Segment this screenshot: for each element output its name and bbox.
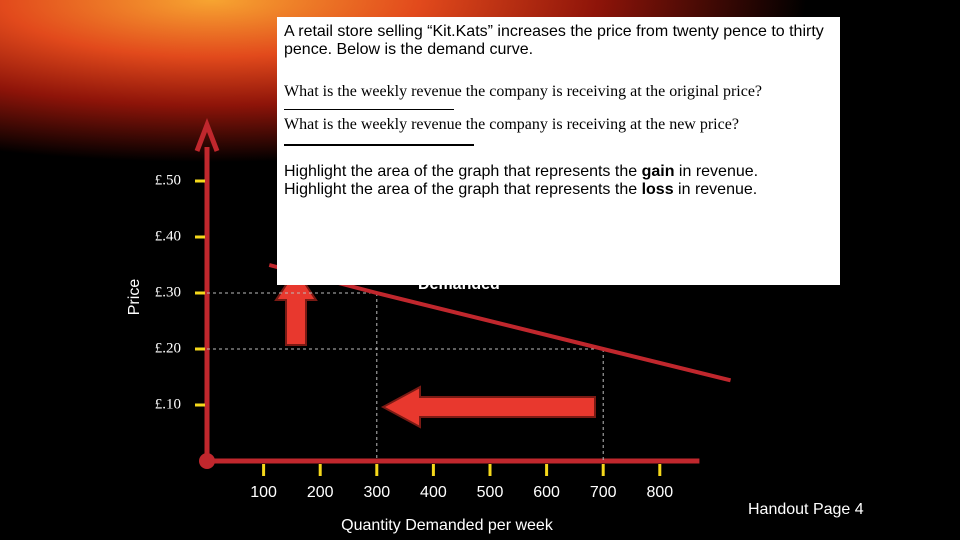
x-tick-label: 700 — [590, 484, 617, 501]
x-tick-label: 800 — [646, 484, 673, 501]
x-tick-label: 600 — [533, 484, 560, 501]
origin-dot — [199, 453, 215, 469]
text: in revenue. — [678, 163, 759, 180]
y-axis-arrow — [194, 118, 220, 152]
question: What is the weekly revenue the company i… — [284, 116, 739, 133]
x-tick-label: 200 — [307, 484, 334, 501]
intro-text: A retail store selling “Kit.Kats” increa… — [284, 23, 824, 58]
question: What is the weekly revenue the company i… — [284, 83, 763, 100]
emphasis: loss — [641, 181, 674, 198]
emphasis: gain — [641, 163, 675, 180]
y-tick-label: £.10 — [155, 396, 181, 412]
y-axis-label: Price — [126, 279, 143, 316]
x-tick-label: 400 — [420, 484, 447, 501]
x-tick-label: 100 — [250, 484, 277, 501]
y-tick-label: £.30 — [155, 284, 181, 300]
instruction: Highlight the area of the graph that rep… — [284, 163, 833, 181]
instruction: Highlight the area of the graph that rep… — [284, 181, 833, 199]
x-tick-label: 500 — [477, 484, 504, 501]
up-arrow — [274, 268, 318, 346]
text: in revenue. — [678, 181, 758, 198]
question-box: A retail store selling “Kit.Kats” increa… — [277, 17, 840, 285]
text: Highlight the area of the graph that rep… — [284, 163, 638, 180]
footer: Handout Page 4 — [748, 501, 864, 518]
y-tick-label: £.40 — [155, 228, 181, 244]
text: Highlight the area of the graph that rep… — [284, 181, 638, 198]
answer-blank — [284, 101, 454, 110]
x-tick-label: 300 — [363, 484, 390, 501]
x-axis-label: Quantity Demanded per week — [341, 517, 554, 534]
left-arrow — [380, 385, 596, 429]
y-tick-label: £.50 — [155, 172, 181, 188]
answer-blank — [284, 134, 474, 146]
y-tick-label: £.20 — [155, 340, 181, 356]
